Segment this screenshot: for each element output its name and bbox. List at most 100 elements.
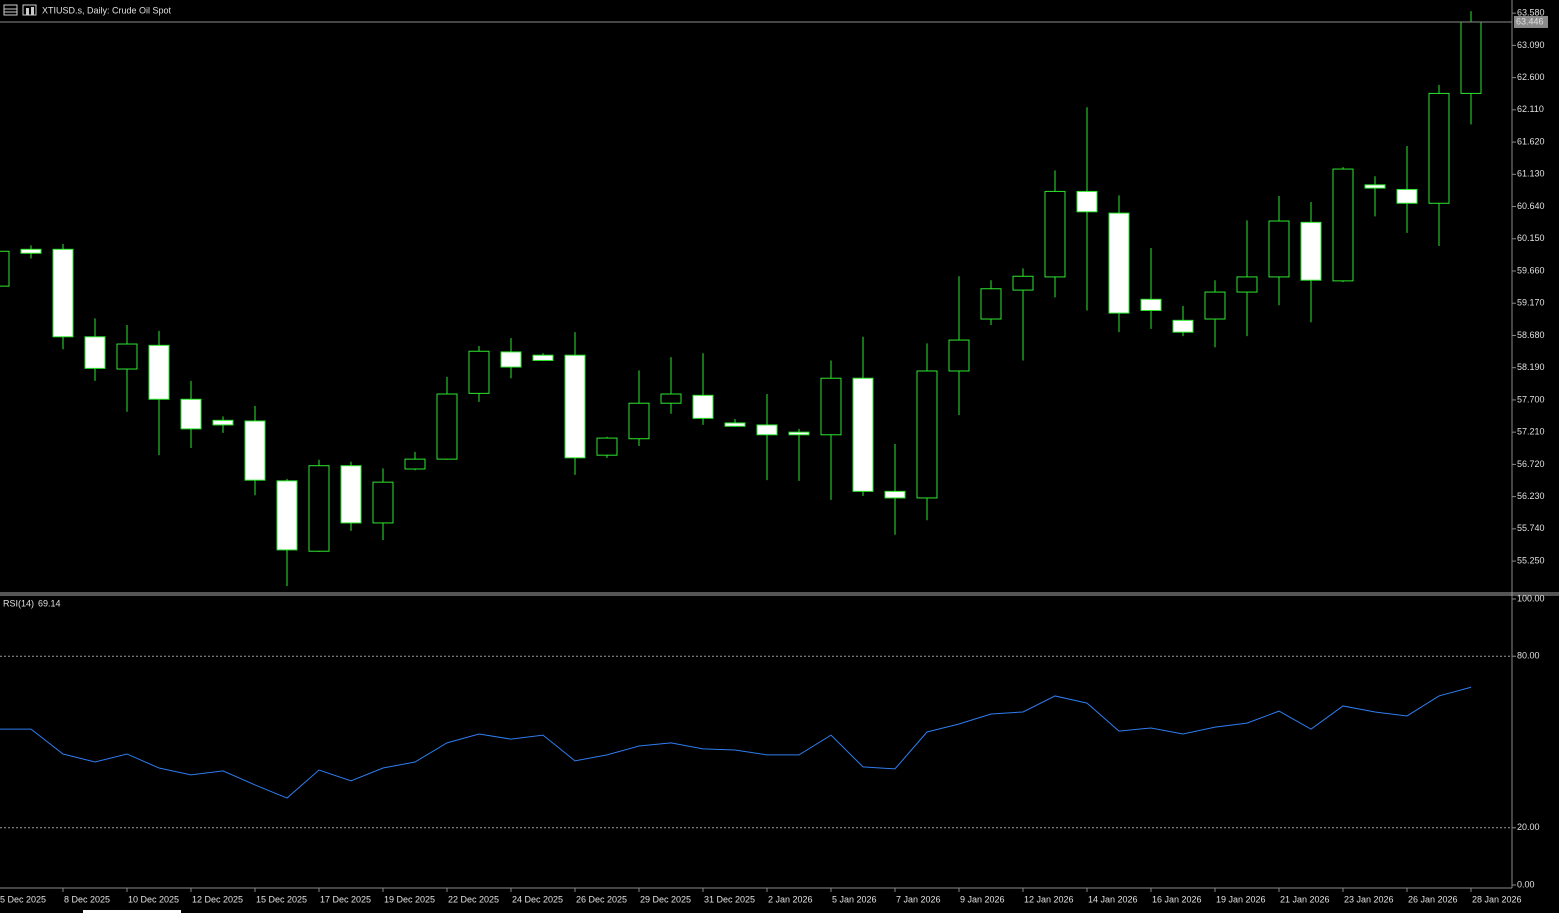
y-tick-label: 62.600: [1517, 72, 1545, 82]
candle-body: [1268, 220, 1290, 278]
menu-icons: [3, 4, 37, 16]
x-tick-label: 14 Jan 2026: [1088, 894, 1138, 904]
candle-body: [788, 431, 810, 436]
candle-body: [436, 393, 458, 460]
y-tick-label: 61.620: [1517, 136, 1545, 146]
x-tick-label: 31 Dec 2025: [704, 894, 755, 904]
candle-body: [596, 437, 618, 456]
x-tick-label: 21 Jan 2026: [1280, 894, 1330, 904]
candle-body: [212, 419, 234, 426]
current-price-box: [1514, 15, 1548, 28]
rsi-line: [0, 686, 1472, 799]
x-tick-label: 16 Jan 2026: [1152, 894, 1202, 904]
y-tick-label: 57.700: [1517, 394, 1545, 404]
x-tick-label: 19 Dec 2025: [384, 894, 435, 904]
x-tick-label: 23 Jan 2026: [1344, 894, 1394, 904]
y-tick-label: 58.680: [1517, 330, 1545, 340]
candle-body: [948, 339, 970, 372]
candle-body: [276, 480, 298, 551]
y-tick-label: 62.110: [1517, 104, 1544, 114]
y-tick-label: 56.720: [1517, 459, 1545, 469]
y-tick-label: 20.00: [1517, 822, 1540, 832]
candle-body: [1428, 92, 1450, 204]
x-tick-label: 2 Jan 2026: [768, 894, 813, 904]
x-tick-label: 15 Dec 2025: [256, 894, 307, 904]
x-tick-label: 24 Dec 2025: [512, 894, 563, 904]
x-tick-label: 8 Dec 2025: [64, 894, 110, 904]
candle-body: [884, 490, 906, 499]
candle-body: [660, 393, 682, 404]
candle-body: [52, 248, 74, 338]
candle-body: [20, 248, 42, 254]
icon-bar: [31, 7, 34, 15]
y-tick-label: 63.580: [1517, 8, 1545, 18]
candle-body: [468, 350, 490, 394]
candle-body: [180, 398, 202, 430]
current-price-label: 63.446: [1516, 16, 1544, 26]
x-tick-label: 5 Jan 2026: [832, 894, 877, 904]
candle-body: [564, 354, 586, 459]
candle-body: [1140, 298, 1162, 311]
candle-body: [692, 394, 714, 419]
y-tick-label: 60.640: [1517, 201, 1545, 211]
y-tick-label: 56.230: [1517, 491, 1545, 501]
x-tick-label: 10 Dec 2025: [128, 894, 179, 904]
y-tick-label: 59.170: [1517, 298, 1545, 308]
candle-body: [532, 354, 554, 361]
y-tick-label: 59.660: [1517, 265, 1545, 275]
candle-body: [756, 424, 778, 436]
y-tick-label: 63.090: [1517, 40, 1545, 50]
candle-body: [1236, 276, 1258, 293]
x-tick-label: 12 Dec 2025: [192, 894, 243, 904]
y-tick-label: 0.00: [1517, 879, 1535, 889]
candle-body: [1044, 190, 1066, 278]
candle-body: [0, 250, 10, 287]
candle-body: [820, 377, 842, 436]
icon: [22, 4, 37, 16]
x-tick-label: 7 Jan 2026: [896, 894, 941, 904]
candle-body: [116, 343, 138, 370]
indicator-value: 69.14: [38, 598, 61, 608]
candle-body: [980, 288, 1002, 320]
candle-body: [1012, 275, 1034, 291]
candle-body: [372, 481, 394, 524]
icon-bar: [26, 8, 29, 15]
x-tick-label: 19 Jan 2026: [1216, 894, 1266, 904]
y-tick-label: 61.130: [1517, 169, 1545, 179]
candle-body: [1396, 188, 1418, 204]
candle-body: [1172, 319, 1194, 333]
y-tick-label: 60.150: [1517, 233, 1545, 243]
x-tick-label: 29 Dec 2025: [640, 894, 691, 904]
candle-body: [1364, 184, 1386, 189]
x-tick-label: 17 Dec 2025: [320, 894, 371, 904]
y-tick-label: 57.210: [1517, 427, 1545, 437]
x-tick-label: 28 Jan 2026: [1472, 894, 1522, 904]
indicator-title: RSI(14): [3, 598, 34, 608]
x-tick-label: 26 Dec 2025: [576, 894, 627, 904]
candle-body: [852, 377, 874, 492]
candle-body: [1300, 221, 1322, 281]
candle-body: [404, 458, 426, 470]
candle-body: [1332, 168, 1354, 282]
icon: [3, 4, 18, 16]
scrollbar: [83, 910, 181, 913]
x-tick-label: 22 Dec 2025: [448, 894, 499, 904]
candle-body: [500, 351, 522, 368]
x-tick-label: 5 Dec 2025: [0, 894, 46, 904]
y-tick-label: 58.190: [1517, 362, 1545, 372]
candle-body: [1108, 212, 1130, 314]
x-tick-label: 26 Jan 2026: [1408, 894, 1458, 904]
x-tick-label: 9 Jan 2026: [960, 894, 1005, 904]
candle-body: [1204, 291, 1226, 320]
x-tick-label: 12 Jan 2026: [1024, 894, 1074, 904]
candle-body: [1076, 190, 1098, 213]
chart-title: XTIUSD.s, Daily: Crude Oil Spot: [42, 5, 172, 15]
candle-body: [84, 336, 106, 369]
y-tick-label: 80.00: [1517, 651, 1540, 661]
y-tick-label: 55.740: [1517, 523, 1545, 533]
y-tick-label: 55.250: [1517, 555, 1545, 565]
candle-body: [724, 422, 746, 427]
y-tick-label: 100.00: [1517, 593, 1545, 603]
